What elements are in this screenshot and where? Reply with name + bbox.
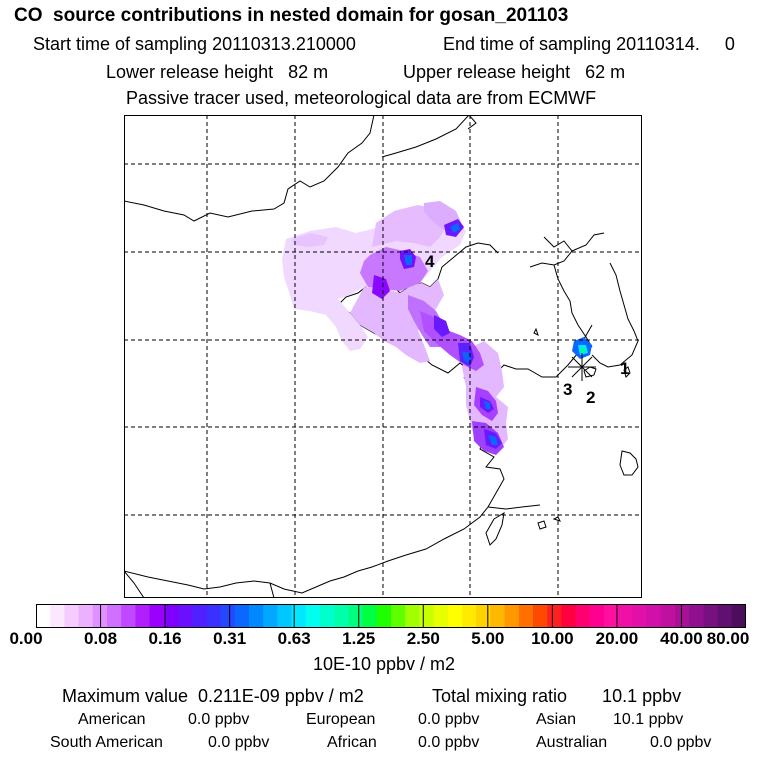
colorbar-cell (320, 604, 335, 628)
colorbar-tick-label: 1.25 (342, 629, 376, 648)
map-frame (124, 115, 642, 598)
colorbar-cell (234, 604, 250, 628)
colorbar-tick-label: 10.00 (531, 629, 574, 648)
colorbar-cell (64, 604, 80, 628)
receptor-star-marker (568, 353, 596, 381)
colorbar-cell (178, 604, 193, 628)
coastline-borders (124, 115, 639, 598)
region-south-american-label: South American (50, 734, 163, 751)
colorbar-tick-label: 0.00 (9, 629, 43, 648)
colorbar-cell (121, 604, 136, 628)
colorbar-tick-label: 80.00 (706, 629, 750, 648)
colorbar-cell (291, 604, 307, 628)
colorbar-cell (348, 604, 364, 628)
colorbar-cell (433, 604, 449, 628)
plot-title: CO source contributions in nested domain… (14, 5, 569, 26)
colorbar-cell (376, 604, 392, 628)
colorbar-cell (675, 604, 690, 628)
colorbar-cell (362, 604, 378, 628)
region-australian-value: 0.0 ppbv (650, 734, 712, 751)
colorbar-cell (490, 604, 506, 628)
lat-lon-grid (124, 115, 642, 598)
colorbar-cell (192, 604, 207, 628)
region-american-label: American (78, 711, 146, 728)
colorbar-tick-label: 0.16 (148, 629, 182, 648)
colorbar-cell (78, 604, 94, 628)
colorbar-cell (547, 604, 562, 628)
colorbar-tick-label: 40.00 (660, 629, 703, 648)
colorbar-cell (533, 604, 548, 628)
colorbar-cell (689, 604, 704, 628)
region-australian-label: Australian (536, 734, 608, 751)
start-time-text: Start time of sampling 20110313.210000 (33, 34, 356, 54)
colorbar (36, 604, 746, 628)
colorbar-cell (135, 604, 151, 628)
colorbar-cell (589, 604, 605, 628)
colorbar-units: 10E-10 ppbv / m2 (312, 654, 456, 674)
upper-release-text: Upper release height 62 m (403, 62, 626, 82)
colorbar-cell (305, 604, 321, 628)
lower-release-text: Lower release height 82 m (106, 62, 329, 82)
colorbar-cell (703, 604, 719, 628)
region-african-value: 0.0 ppbv (418, 734, 480, 751)
site-label-1: 1 (620, 359, 629, 378)
colorbar-cell (561, 604, 577, 628)
colorbar-cell (263, 604, 278, 628)
region-south-american-value: 0.0 ppbv (208, 734, 270, 751)
colorbar-cell (518, 604, 534, 628)
colorbar-cell (646, 604, 662, 628)
total-mixing-text: Total mixing ratio 10.1 ppbv (432, 686, 682, 706)
source-contribution-map: 4 1 3 2 (124, 115, 642, 598)
colorbar-cell (405, 604, 420, 628)
region-asian-label: Asian (536, 711, 577, 728)
colorbar-cell (731, 604, 746, 628)
colorbar-tick-label: 0.31 (213, 629, 247, 648)
colorbar-cell (618, 604, 633, 628)
colorbar-cell (632, 604, 648, 628)
colorbar-cell (575, 604, 591, 628)
colorbar-cell (462, 604, 477, 628)
colorbar-cell (717, 604, 733, 628)
colorbar-tick-label: 2.50 (406, 629, 440, 648)
colorbar-cell (334, 604, 349, 628)
max-value-text: Maximum value 0.211E-09 ppbv / m2 (62, 686, 364, 706)
tracer-note-text: Passive tracer used, meteorological data… (126, 88, 597, 108)
colorbar-cell (249, 604, 264, 628)
region-african-label: African (327, 734, 377, 751)
end-time-text: End time of sampling 20110314. 0 (443, 34, 735, 54)
region-european-value: 0.0 ppbv (418, 711, 480, 728)
colorbar-cell (163, 604, 179, 628)
site-label-4: 4 (425, 252, 435, 271)
region-asian-value: 10.1 ppbv (613, 711, 684, 728)
colorbar-cell (447, 604, 463, 628)
colorbar-cell (419, 604, 435, 628)
colorbar-cell (277, 604, 293, 628)
colorbar-cell (36, 604, 51, 628)
colorbar-cell (149, 604, 165, 628)
colorbar-cell (220, 604, 236, 628)
colorbar-tick-label: 0.08 (83, 629, 118, 648)
colorbar-cell (50, 604, 65, 628)
region-european-label: European (306, 711, 376, 728)
colorbar-cell (476, 604, 491, 628)
colorbar-cell (107, 604, 122, 628)
concentration-plume (282, 201, 592, 455)
site-label-3: 3 (563, 380, 572, 399)
colorbar-cell (604, 604, 619, 628)
region-american-value: 0.0 ppbv (188, 711, 250, 728)
colorbar-tick-label: 20.00 (595, 629, 639, 648)
colorbar-tick-label: 0.63 (277, 629, 311, 648)
colorbar-cell (504, 604, 520, 628)
colorbar-cell (660, 604, 676, 628)
site-label-2: 2 (586, 388, 595, 407)
colorbar-tick-label: 5.00 (471, 629, 505, 648)
colorbar-cell (391, 604, 406, 628)
colorbar-cell (206, 604, 222, 628)
